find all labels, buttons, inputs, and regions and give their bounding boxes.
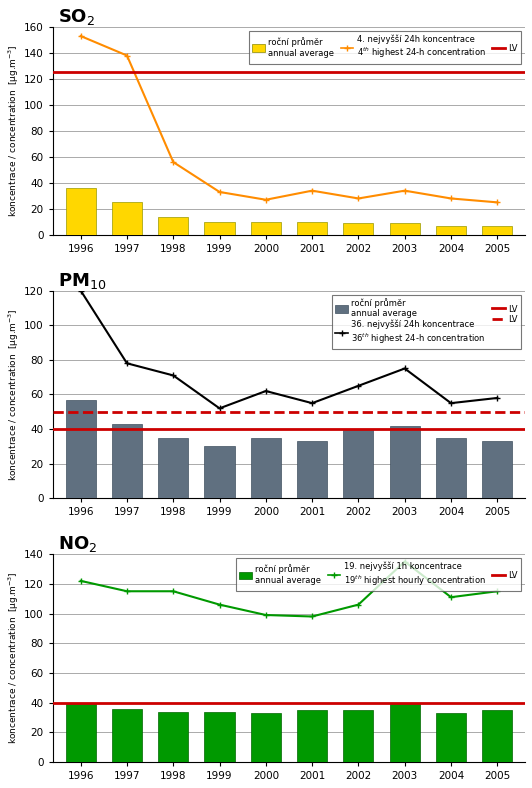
- Bar: [297, 710, 327, 762]
- Text: SO$_2$: SO$_2$: [57, 7, 95, 27]
- Bar: [204, 712, 235, 762]
- Bar: [389, 426, 420, 499]
- Bar: [482, 225, 512, 235]
- Bar: [158, 438, 188, 499]
- Bar: [436, 225, 466, 235]
- Bar: [343, 429, 373, 499]
- Y-axis label: koncentrace / concentration  [µg.m$^{-3}$]: koncentrace / concentration [µg.m$^{-3}$…: [7, 572, 21, 745]
- Bar: [65, 703, 96, 762]
- Y-axis label: koncentrace / concentration  [µg.m$^{-3}$]: koncentrace / concentration [µg.m$^{-3}$…: [7, 308, 21, 481]
- Bar: [482, 710, 512, 762]
- Bar: [482, 441, 512, 499]
- Bar: [343, 710, 373, 762]
- Text: NO$_2$: NO$_2$: [57, 534, 97, 554]
- Bar: [65, 188, 96, 235]
- Bar: [251, 222, 281, 235]
- Bar: [343, 223, 373, 235]
- Bar: [204, 447, 235, 499]
- Bar: [112, 424, 142, 499]
- Bar: [158, 217, 188, 235]
- Bar: [297, 222, 327, 235]
- Bar: [389, 223, 420, 235]
- Bar: [389, 703, 420, 762]
- Legend: roční průměr
annual average, 4. nejvyšší 24h koncentrace
4$^{th}$ highest 24-h c: roční průměr annual average, 4. nejvyšší…: [249, 31, 521, 64]
- Bar: [112, 203, 142, 235]
- Legend: roční průměr
annual average, 19. nejvyšší 1h koncentrace
19$^{th}$ highest hourl: roční průměr annual average, 19. nejvyšš…: [236, 558, 521, 591]
- Bar: [436, 438, 466, 499]
- Bar: [112, 708, 142, 762]
- Bar: [158, 712, 188, 762]
- Bar: [65, 400, 96, 499]
- Y-axis label: koncentrace / concentration  [µg.m$^{-3}$]: koncentrace / concentration [µg.m$^{-3}$…: [7, 45, 21, 217]
- Text: PM$_{10}$: PM$_{10}$: [57, 270, 106, 291]
- Bar: [251, 713, 281, 762]
- Bar: [297, 441, 327, 499]
- Bar: [251, 438, 281, 499]
- Bar: [204, 222, 235, 235]
- Bar: [436, 713, 466, 762]
- Legend: roční průměr
annual average, 36. nejvyšší 24h koncentrace
36$^{th}$ highest 24-h: roční průměr annual average, 36. nejvyšš…: [332, 295, 521, 349]
